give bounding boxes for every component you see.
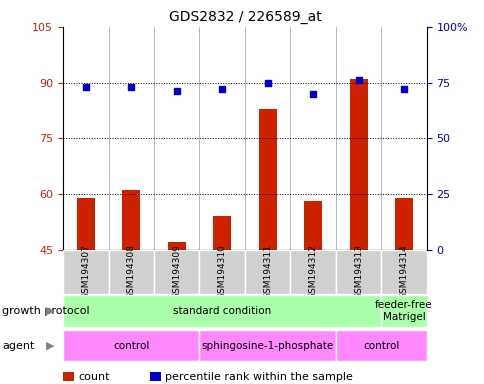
Text: sphingosine-1-phosphate: sphingosine-1-phosphate — [201, 341, 333, 351]
Point — [127, 84, 135, 90]
Point — [354, 77, 362, 83]
Text: agent: agent — [2, 341, 35, 351]
Text: GSM194309: GSM194309 — [172, 244, 181, 299]
Bar — [167, 242, 185, 250]
Bar — [108, 250, 153, 294]
Text: control: control — [113, 341, 149, 351]
Bar — [212, 216, 231, 250]
Text: growth protocol: growth protocol — [2, 306, 90, 316]
Point — [399, 86, 407, 92]
Bar — [335, 330, 426, 361]
Text: control: control — [363, 341, 399, 351]
Text: GSM194308: GSM194308 — [126, 244, 136, 299]
Point — [82, 84, 90, 90]
Text: GSM194307: GSM194307 — [81, 244, 90, 299]
Text: ▶: ▶ — [46, 306, 55, 316]
Bar — [244, 250, 290, 294]
Point — [218, 86, 226, 92]
Text: GSM194310: GSM194310 — [217, 244, 226, 299]
Text: feeder-free
Matrigel: feeder-free Matrigel — [375, 300, 432, 322]
Bar — [122, 190, 140, 250]
Text: GSM194313: GSM194313 — [353, 244, 363, 299]
Bar — [63, 330, 199, 361]
Bar — [63, 296, 380, 326]
Text: count: count — [78, 372, 110, 382]
Text: GSM194314: GSM194314 — [399, 244, 408, 299]
Bar — [335, 250, 380, 294]
Point — [172, 88, 180, 94]
Bar — [394, 198, 412, 250]
Bar — [199, 330, 335, 361]
Bar — [380, 296, 426, 326]
Point — [263, 79, 271, 86]
Bar — [76, 198, 95, 250]
Point — [309, 91, 317, 97]
Bar — [153, 250, 199, 294]
Bar — [199, 250, 244, 294]
Bar — [380, 250, 426, 294]
Text: ▶: ▶ — [46, 341, 55, 351]
Text: GSM194311: GSM194311 — [263, 244, 272, 299]
Bar — [258, 109, 276, 250]
Bar — [349, 79, 367, 250]
Text: standard condition: standard condition — [173, 306, 271, 316]
Bar — [63, 250, 108, 294]
Title: GDS2832 / 226589_at: GDS2832 / 226589_at — [168, 10, 320, 25]
Text: GSM194312: GSM194312 — [308, 244, 317, 299]
Bar — [303, 201, 321, 250]
Bar — [290, 250, 335, 294]
Text: percentile rank within the sample: percentile rank within the sample — [165, 372, 352, 382]
